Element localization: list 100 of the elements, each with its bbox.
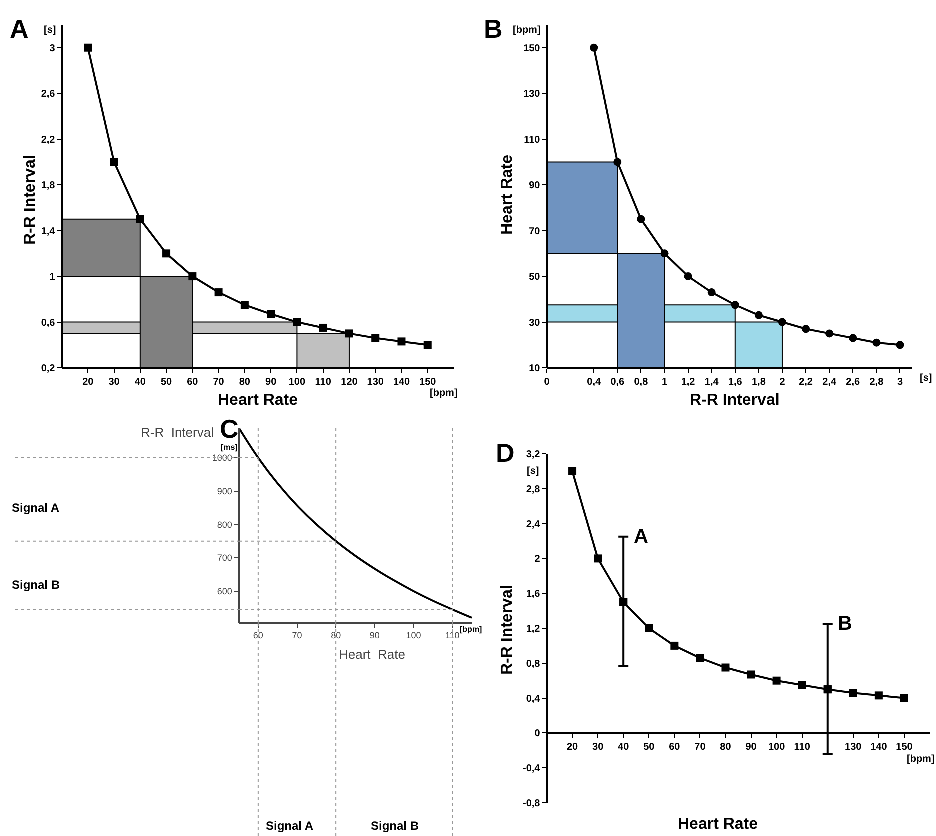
y-tick-label: 50 xyxy=(529,272,541,284)
y-tick-label: 3 xyxy=(50,43,56,54)
y-tick-label: 2 xyxy=(534,554,541,566)
chart-title: D xyxy=(496,438,515,468)
text: Signal A xyxy=(12,501,60,515)
x-tick-label: 60 xyxy=(187,376,199,388)
point xyxy=(798,681,806,690)
point xyxy=(874,692,883,700)
text: [bpm] xyxy=(430,388,458,399)
text: [s] xyxy=(920,373,932,384)
y-axis-title: R-R Interval xyxy=(499,585,516,675)
point xyxy=(240,301,249,310)
x-tick-label: 0,6 xyxy=(610,376,626,388)
x-tick-label: 100 xyxy=(768,742,786,753)
chart-title: A xyxy=(10,14,29,44)
x-tick-label: 60 xyxy=(253,630,264,641)
x-tick-label: 70 xyxy=(292,630,302,641)
point xyxy=(590,44,598,52)
x-tick-label: 1,2 xyxy=(681,376,696,388)
x-tick-label: 60 xyxy=(669,742,681,753)
y-tick-label: 2,6 xyxy=(41,89,56,100)
point xyxy=(637,215,646,224)
y-tick-label: 600 xyxy=(217,586,232,596)
x-tick-label: 100 xyxy=(406,630,422,641)
x-tick-label: 1 xyxy=(662,376,668,388)
text: [s] xyxy=(44,25,56,36)
text: Signal B xyxy=(371,819,420,833)
x-tick-label: 2 xyxy=(780,376,786,388)
y-tick-label: 150 xyxy=(524,43,541,54)
y-tick-label: 700 xyxy=(217,553,232,564)
point xyxy=(136,215,144,224)
x-tick-label: 50 xyxy=(644,742,656,753)
x-tick-label: 90 xyxy=(370,630,380,641)
x-axis-title: Heart Rate xyxy=(218,392,298,409)
y-tick-label: 2,2 xyxy=(41,134,56,146)
point xyxy=(824,686,832,694)
x-axis-title: R-R Interval xyxy=(690,392,780,409)
point xyxy=(319,324,328,332)
chart-title: C xyxy=(220,414,239,444)
point xyxy=(162,250,171,258)
x-tick-label: 70 xyxy=(694,742,706,753)
y-tick-label: 70 xyxy=(529,226,541,238)
text: [s] xyxy=(527,466,540,477)
chart-title: B xyxy=(484,14,503,44)
y-tick-label: 1,6 xyxy=(526,589,541,600)
y-tick-label: 3,2 xyxy=(526,450,541,460)
x-tick-label: 0 xyxy=(544,376,550,388)
x-tick-label: 2,6 xyxy=(846,376,861,388)
y-tick-label: 0 xyxy=(534,728,541,740)
x-tick-label: 140 xyxy=(393,376,411,388)
y-tick-label: 90 xyxy=(529,180,541,192)
y-tick-label: -0,4 xyxy=(523,764,541,775)
point xyxy=(424,341,432,350)
text: Signal B xyxy=(12,578,60,592)
x-tick-label: 0,4 xyxy=(587,376,602,388)
point xyxy=(900,694,908,702)
x-tick-label: 90 xyxy=(746,742,758,753)
point xyxy=(826,330,834,338)
point xyxy=(214,288,223,297)
point xyxy=(84,44,92,52)
x-tick-label: 1,8 xyxy=(752,376,766,388)
point xyxy=(708,288,716,297)
x-tick-label: 90 xyxy=(266,376,278,388)
x-tick-label: 130 xyxy=(367,376,384,388)
point xyxy=(684,272,692,281)
point xyxy=(872,338,881,347)
y-tick-label: 1 xyxy=(50,272,56,284)
text: [ms] xyxy=(221,443,238,452)
x-tick-label: 120 xyxy=(341,376,358,388)
x-tick-label: 110 xyxy=(315,376,332,388)
x-tick-label: 0,8 xyxy=(634,376,649,388)
y-tick-label: 10 xyxy=(529,364,541,374)
point xyxy=(754,311,763,320)
x-tick-label: 100 xyxy=(288,376,306,388)
point xyxy=(849,689,858,698)
point xyxy=(731,301,740,310)
point xyxy=(778,318,786,326)
x-tick-label: 80 xyxy=(239,376,251,388)
y-tick-label: 0,6 xyxy=(41,318,56,329)
y-tick-label: 1,4 xyxy=(41,226,56,238)
x-tick-label: 1,6 xyxy=(728,376,743,388)
text: [bpm] xyxy=(460,625,483,634)
x-tick-label: 130 xyxy=(845,742,862,753)
y-tick-label: 0,4 xyxy=(526,694,541,705)
x-tick-label: 150 xyxy=(420,376,437,388)
point xyxy=(896,341,904,350)
y-tick-label: 110 xyxy=(524,134,541,146)
y-tick-label: 2,8 xyxy=(526,484,541,496)
point xyxy=(293,318,302,326)
point xyxy=(267,310,276,318)
y-tick-label: 0,8 xyxy=(526,658,541,670)
x-tick-label: 2,2 xyxy=(799,376,814,388)
x-tick-label: 30 xyxy=(592,742,604,753)
text: Signal A xyxy=(266,819,314,833)
y-axis-title: R-R Interval xyxy=(141,425,214,440)
x-axis-title: Heart Rate xyxy=(339,647,406,662)
x-tick-label: 50 xyxy=(160,376,173,388)
x-tick-label: 2,4 xyxy=(822,376,837,388)
point xyxy=(849,334,858,342)
x-tick-label: 80 xyxy=(331,630,342,641)
